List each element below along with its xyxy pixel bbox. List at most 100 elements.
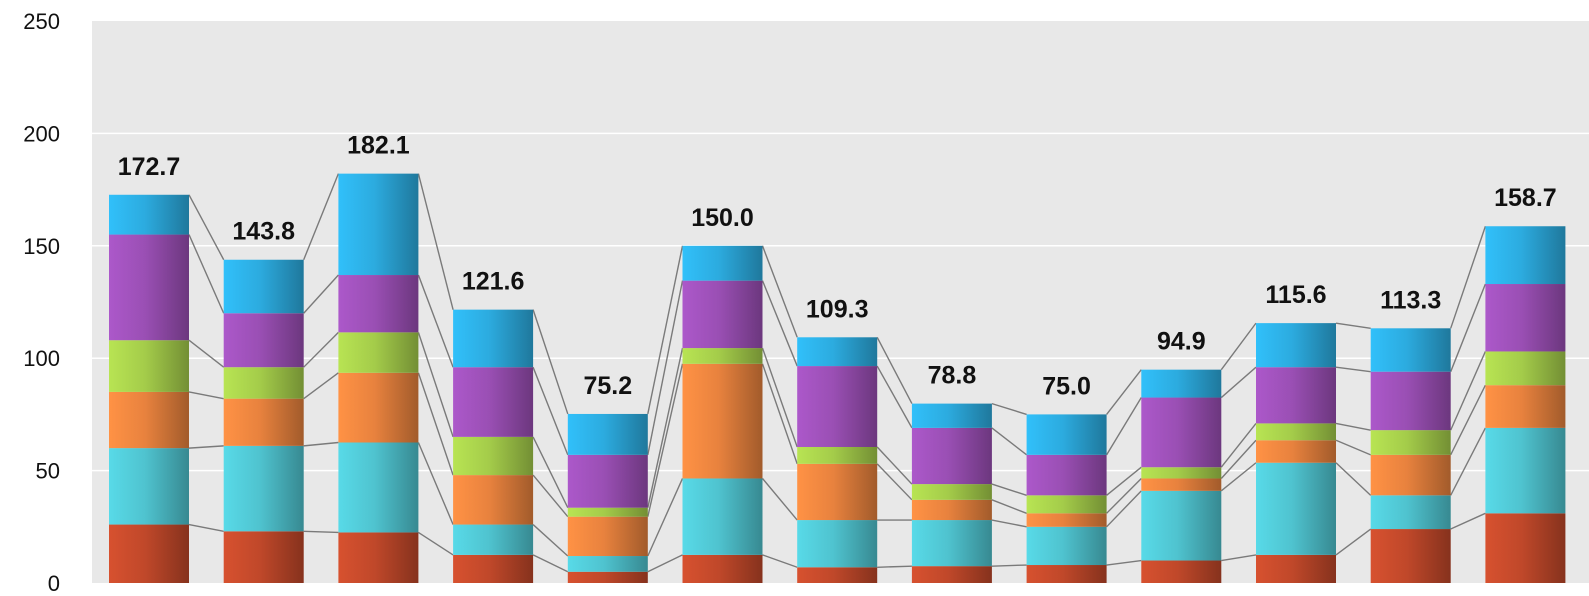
bar-segment xyxy=(797,463,878,521)
data-label: 143.8 xyxy=(232,218,295,246)
connector-line xyxy=(1450,283,1487,372)
bar-segment xyxy=(1370,328,1451,372)
bar-segment xyxy=(1141,467,1222,479)
connector-line xyxy=(303,441,339,447)
bar-segment xyxy=(911,566,992,583)
connector-line xyxy=(1220,322,1257,371)
data-label: 115.6 xyxy=(1265,281,1326,309)
connector-line xyxy=(188,523,224,532)
bar-segment xyxy=(338,275,419,333)
bar-segment xyxy=(682,554,763,583)
connector-line xyxy=(532,309,569,415)
bar-segment xyxy=(1370,529,1451,583)
connector-line xyxy=(876,336,913,404)
bar-segment xyxy=(1485,226,1566,285)
bar-stack xyxy=(797,337,878,583)
bar-segment xyxy=(338,442,419,533)
data-labels: 172.7 143.8 182.1 121.6 75.2 150.0 109.3 78.8 75… xyxy=(118,132,1557,401)
data-label: 94.9 xyxy=(1157,328,1206,356)
connector-line xyxy=(1335,439,1371,456)
connector-line xyxy=(1335,462,1372,496)
bar-segment xyxy=(1256,423,1336,441)
connector-line xyxy=(188,339,225,368)
bar-segment xyxy=(338,372,419,443)
bar-segment xyxy=(797,567,878,583)
connector-line xyxy=(1106,466,1142,496)
bar-segment xyxy=(338,532,419,583)
connector-line xyxy=(418,531,454,556)
bar-segment xyxy=(453,309,534,368)
connector-line xyxy=(303,173,340,260)
bar-segment xyxy=(797,446,878,464)
bar-segment xyxy=(1256,462,1336,555)
connector-line xyxy=(1335,422,1371,431)
bar-segment xyxy=(1370,371,1451,431)
connector-line xyxy=(1221,554,1257,562)
connector-line xyxy=(1450,512,1486,530)
bar-segment xyxy=(567,413,648,455)
bar-segment xyxy=(453,367,534,437)
bar-segment xyxy=(1141,490,1222,561)
bar-segment xyxy=(338,332,419,373)
bar-segment xyxy=(911,403,992,428)
connector-line xyxy=(188,445,224,449)
y-tick-label: 200 xyxy=(23,121,60,146)
bar-stack xyxy=(682,245,763,583)
bar-segment xyxy=(682,245,763,281)
bar-segment xyxy=(682,348,763,364)
bar-segment xyxy=(567,556,648,572)
bar-segment xyxy=(911,499,992,521)
connector-line xyxy=(1220,462,1257,492)
connector-line xyxy=(991,483,1027,496)
bar-segment xyxy=(1485,284,1566,352)
connector-line xyxy=(188,391,224,400)
bar-segment xyxy=(1370,430,1451,455)
bar-segment xyxy=(567,516,648,557)
bar-segment xyxy=(223,445,304,532)
bar-segment xyxy=(797,520,878,568)
bar-segment xyxy=(1256,554,1336,583)
connector-line xyxy=(647,363,684,517)
connector-line xyxy=(991,402,1027,416)
connector-line xyxy=(532,436,569,509)
bar-segment xyxy=(911,484,992,500)
y-axis-tick-labels: 0 50 100 150 200 250 xyxy=(23,9,60,596)
connector-line xyxy=(303,274,339,314)
bar-segment xyxy=(223,259,304,314)
bar-stack xyxy=(1485,226,1566,583)
y-tick-label: 0 xyxy=(48,571,60,596)
connector-line xyxy=(647,554,683,573)
bar-stack xyxy=(338,173,419,583)
bar-segment xyxy=(1026,526,1107,566)
bar-segment xyxy=(109,524,189,583)
data-label: 75.2 xyxy=(583,372,632,400)
bar-segment xyxy=(109,234,189,341)
bar-segment xyxy=(567,454,648,508)
bar-segment xyxy=(1141,560,1222,583)
connector-line xyxy=(188,194,225,261)
connector-line xyxy=(188,234,225,314)
connector-line xyxy=(1450,427,1487,496)
connector-line xyxy=(532,366,569,456)
connector-line xyxy=(991,564,1027,567)
bar-segment xyxy=(1485,385,1566,428)
bar-stack xyxy=(223,259,304,583)
bar-segment xyxy=(1141,369,1222,398)
connector-line xyxy=(647,478,684,557)
bar-segment xyxy=(109,194,189,235)
connector-line xyxy=(1335,322,1371,329)
data-label: 109.3 xyxy=(806,295,869,323)
connector-line xyxy=(1220,366,1257,399)
bar-segment xyxy=(109,391,189,449)
connector-line xyxy=(303,372,339,400)
connector-line xyxy=(647,245,684,415)
bar-segment xyxy=(1370,454,1451,496)
bar-segment xyxy=(911,427,992,485)
bar-segment xyxy=(1256,440,1336,463)
data-label: 75.0 xyxy=(1042,372,1091,400)
bar-segment xyxy=(1026,414,1107,455)
bar-segment xyxy=(223,313,304,368)
connector-line xyxy=(876,446,913,485)
bar-segment xyxy=(223,531,304,583)
